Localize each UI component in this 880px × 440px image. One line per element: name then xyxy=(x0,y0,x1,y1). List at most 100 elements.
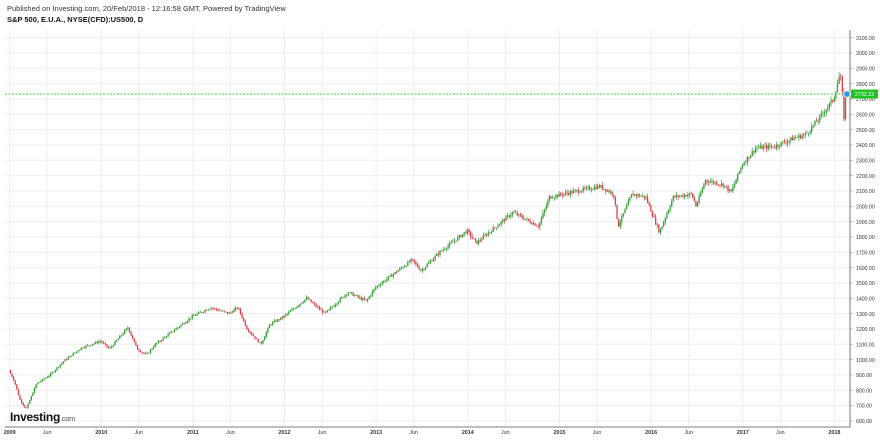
candle-body xyxy=(247,329,250,332)
candle-body xyxy=(70,355,73,357)
candle-body xyxy=(318,306,320,310)
x-tick-label: 2014 xyxy=(462,430,474,436)
candle-body xyxy=(569,191,572,195)
candle-body xyxy=(186,321,189,323)
x-tick-label: Jun xyxy=(226,430,235,436)
candle-body xyxy=(767,145,769,149)
candle-body xyxy=(489,232,491,233)
candle-body xyxy=(798,135,800,138)
y-tick-label: 3000.00 xyxy=(856,51,875,57)
candle-body xyxy=(519,214,522,216)
y-tick-label: 1600.00 xyxy=(856,266,875,272)
candle-body xyxy=(584,187,586,189)
candle-body xyxy=(206,310,208,311)
candle-body xyxy=(325,311,327,313)
candle-body xyxy=(378,285,380,287)
candle-body xyxy=(440,250,443,252)
candle-body xyxy=(96,341,98,343)
candle-body xyxy=(101,341,103,343)
candle-body xyxy=(585,187,588,189)
candle-body xyxy=(511,212,514,215)
candle-body xyxy=(296,306,298,309)
candle-body xyxy=(655,217,657,225)
candle-body xyxy=(24,405,26,408)
candle-body xyxy=(753,151,755,153)
candle-body xyxy=(45,377,47,379)
candle-body xyxy=(812,125,814,127)
candle-body xyxy=(749,155,752,159)
candle-body xyxy=(825,109,827,113)
candle-body xyxy=(719,184,721,186)
candle-body xyxy=(635,194,637,196)
candle-body xyxy=(275,320,277,322)
candle-body xyxy=(595,187,597,189)
candle-body xyxy=(170,331,172,333)
x-tick-label: 2012 xyxy=(279,430,291,436)
candle-body xyxy=(180,324,182,327)
candle-body xyxy=(346,294,348,296)
candle-body xyxy=(627,200,629,206)
x-tick-label: 2010 xyxy=(95,430,107,436)
candle-body xyxy=(545,205,547,210)
candle-body xyxy=(132,335,134,339)
candle-body xyxy=(262,340,264,344)
candle-body xyxy=(130,331,132,336)
candle-body xyxy=(40,381,42,383)
candle-body xyxy=(502,219,504,222)
candle-body xyxy=(123,330,126,334)
candle-body xyxy=(476,240,478,244)
candle-body xyxy=(165,336,168,338)
candle-body xyxy=(796,137,798,139)
candle-body xyxy=(822,113,824,114)
candle-body xyxy=(751,151,753,156)
candle-body xyxy=(321,309,324,313)
candle-body xyxy=(368,296,370,299)
candle-body xyxy=(553,197,555,199)
candle-body xyxy=(679,196,681,197)
candle-body xyxy=(685,195,687,197)
candle-body xyxy=(455,240,457,242)
y-tick-label: 2800.00 xyxy=(856,82,875,88)
candle-body xyxy=(766,145,768,149)
candle-body xyxy=(188,318,190,322)
candle-body xyxy=(112,345,115,347)
candle-body xyxy=(416,263,419,267)
candle-body xyxy=(270,324,272,326)
candle-body xyxy=(172,331,174,333)
x-tick-label: 2016 xyxy=(645,430,657,436)
candle-body xyxy=(548,196,551,201)
candle-body xyxy=(109,347,111,349)
candle-body xyxy=(835,91,837,99)
candle-body xyxy=(809,131,811,134)
x-tick-label: 2018 xyxy=(828,430,840,436)
candle-body xyxy=(687,194,689,197)
candle-body xyxy=(268,325,271,328)
y-tick-label: 900.00 xyxy=(856,373,872,379)
candle-body xyxy=(774,147,776,149)
candle-body xyxy=(729,189,731,191)
candle-body xyxy=(693,197,695,202)
candle-body xyxy=(381,282,383,285)
y-tick-label: 1200.00 xyxy=(856,327,875,333)
candle-body xyxy=(259,342,261,343)
candle-body xyxy=(465,232,467,234)
candle-body xyxy=(48,375,50,378)
candle-body xyxy=(817,120,819,122)
candle-body xyxy=(556,195,559,197)
y-tick-label: 2000.00 xyxy=(856,204,875,210)
candle-body xyxy=(558,193,560,197)
candle-body xyxy=(338,301,340,304)
candle-body xyxy=(526,218,528,220)
candle-body xyxy=(16,384,18,390)
candle-body xyxy=(730,189,732,192)
candle-body xyxy=(524,219,526,220)
candle-body xyxy=(202,311,205,313)
candle-body xyxy=(775,144,777,148)
x-tick-label: Jun xyxy=(593,430,602,436)
candle-body xyxy=(80,347,82,350)
candle-body xyxy=(630,194,633,198)
candle-body xyxy=(815,121,818,122)
candle-body xyxy=(251,332,253,335)
candle-body xyxy=(243,318,245,321)
